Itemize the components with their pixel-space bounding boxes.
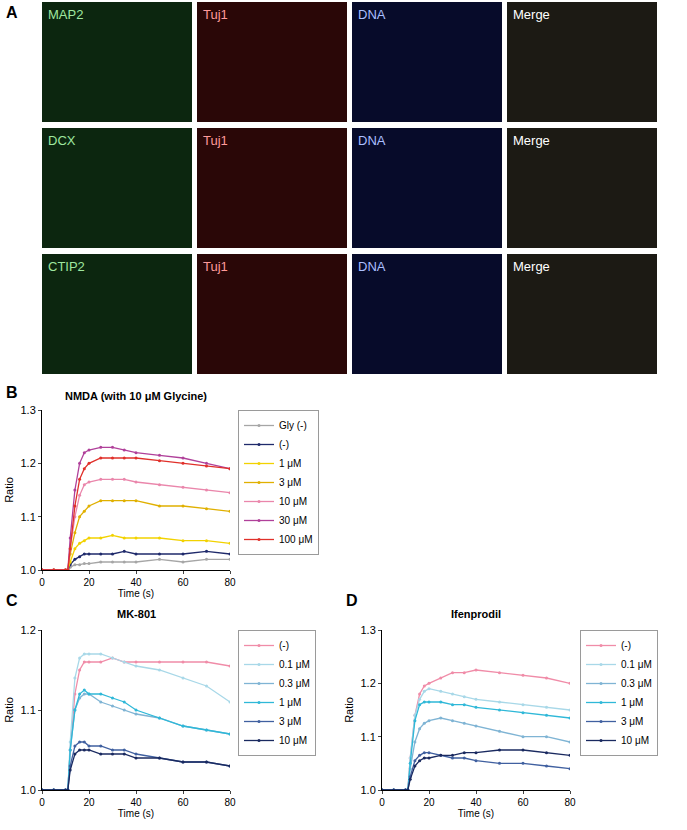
svg-text:CTIP2: CTIP2 xyxy=(48,259,85,274)
svg-text:1.3: 1.3 xyxy=(21,404,36,416)
svg-text:NMDA (with 10 μM Glycine): NMDA (with 10 μM Glycine) xyxy=(65,390,207,402)
svg-text:Tuj1: Tuj1 xyxy=(203,259,228,274)
svg-text:1 μM: 1 μM xyxy=(279,697,301,708)
svg-text:20: 20 xyxy=(423,797,435,808)
svg-text:0.1 μM: 0.1 μM xyxy=(279,659,310,670)
svg-text:Time (s): Time (s) xyxy=(118,588,154,599)
svg-text:1.2: 1.2 xyxy=(361,677,376,689)
svg-text:Gly (-): Gly (-) xyxy=(279,420,307,431)
svg-text:20: 20 xyxy=(83,797,95,808)
svg-text:A: A xyxy=(6,4,18,21)
svg-text:(-): (-) xyxy=(621,640,631,651)
svg-text:1.1: 1.1 xyxy=(21,704,36,716)
svg-text:80: 80 xyxy=(564,797,576,808)
svg-text:3 μM: 3 μM xyxy=(279,477,301,488)
svg-text:MAP2: MAP2 xyxy=(48,7,83,22)
svg-text:40: 40 xyxy=(470,797,482,808)
svg-text:60: 60 xyxy=(177,577,189,588)
svg-text:Merge: Merge xyxy=(513,133,550,148)
svg-text:DNA: DNA xyxy=(358,259,386,274)
svg-text:DNA: DNA xyxy=(358,133,386,148)
svg-text:Ratio: Ratio xyxy=(343,697,355,723)
svg-text:1.0: 1.0 xyxy=(361,784,376,796)
svg-text:B: B xyxy=(6,384,18,401)
svg-text:0: 0 xyxy=(39,577,45,588)
svg-text:1.2: 1.2 xyxy=(21,457,36,469)
svg-text:60: 60 xyxy=(177,797,189,808)
svg-text:MK-801: MK-801 xyxy=(117,608,156,620)
svg-text:0.3 μM: 0.3 μM xyxy=(279,678,310,689)
svg-text:10 μM: 10 μM xyxy=(621,735,649,746)
svg-text:1.0: 1.0 xyxy=(21,564,36,576)
svg-text:D: D xyxy=(346,592,358,609)
svg-text:Merge: Merge xyxy=(513,259,550,274)
svg-text:40: 40 xyxy=(130,797,142,808)
svg-text:(-): (-) xyxy=(279,439,289,450)
svg-text:C: C xyxy=(6,592,18,609)
svg-text:30 μM: 30 μM xyxy=(279,515,307,526)
svg-text:10 μM: 10 μM xyxy=(279,735,307,746)
svg-text:1.1: 1.1 xyxy=(21,511,36,523)
svg-text:0: 0 xyxy=(379,797,385,808)
svg-text:1.0: 1.0 xyxy=(21,784,36,796)
svg-text:80: 80 xyxy=(224,797,236,808)
svg-text:3 μM: 3 μM xyxy=(279,716,301,727)
svg-text:Ratio: Ratio xyxy=(3,697,15,723)
svg-text:10 μM: 10 μM xyxy=(279,496,307,507)
svg-text:0: 0 xyxy=(39,797,45,808)
svg-text:1 μM: 1 μM xyxy=(279,458,301,469)
svg-text:Tuj1: Tuj1 xyxy=(203,133,228,148)
svg-text:Tuj1: Tuj1 xyxy=(203,7,228,22)
svg-text:1.1: 1.1 xyxy=(361,731,376,743)
svg-text:(-): (-) xyxy=(279,640,289,651)
svg-text:0.3 μM: 0.3 μM xyxy=(621,678,652,689)
svg-text:1.2: 1.2 xyxy=(21,624,36,636)
svg-text:Merge: Merge xyxy=(513,7,550,22)
svg-text:20: 20 xyxy=(83,577,95,588)
svg-text:DCX: DCX xyxy=(48,133,76,148)
svg-text:Time (s): Time (s) xyxy=(118,808,154,819)
svg-text:3 μM: 3 μM xyxy=(621,716,643,727)
svg-text:100 μM: 100 μM xyxy=(279,534,313,545)
svg-text:60: 60 xyxy=(517,797,529,808)
svg-text:Ifenprodil: Ifenprodil xyxy=(451,608,501,620)
svg-text:0.1 μM: 0.1 μM xyxy=(621,659,652,670)
svg-text:1.3: 1.3 xyxy=(361,624,376,636)
svg-text:1 μM: 1 μM xyxy=(621,697,643,708)
svg-text:Ratio: Ratio xyxy=(3,477,15,503)
svg-text:80: 80 xyxy=(224,577,236,588)
svg-text:40: 40 xyxy=(130,577,142,588)
svg-text:DNA: DNA xyxy=(358,7,386,22)
svg-text:Time (s): Time (s) xyxy=(458,808,494,819)
